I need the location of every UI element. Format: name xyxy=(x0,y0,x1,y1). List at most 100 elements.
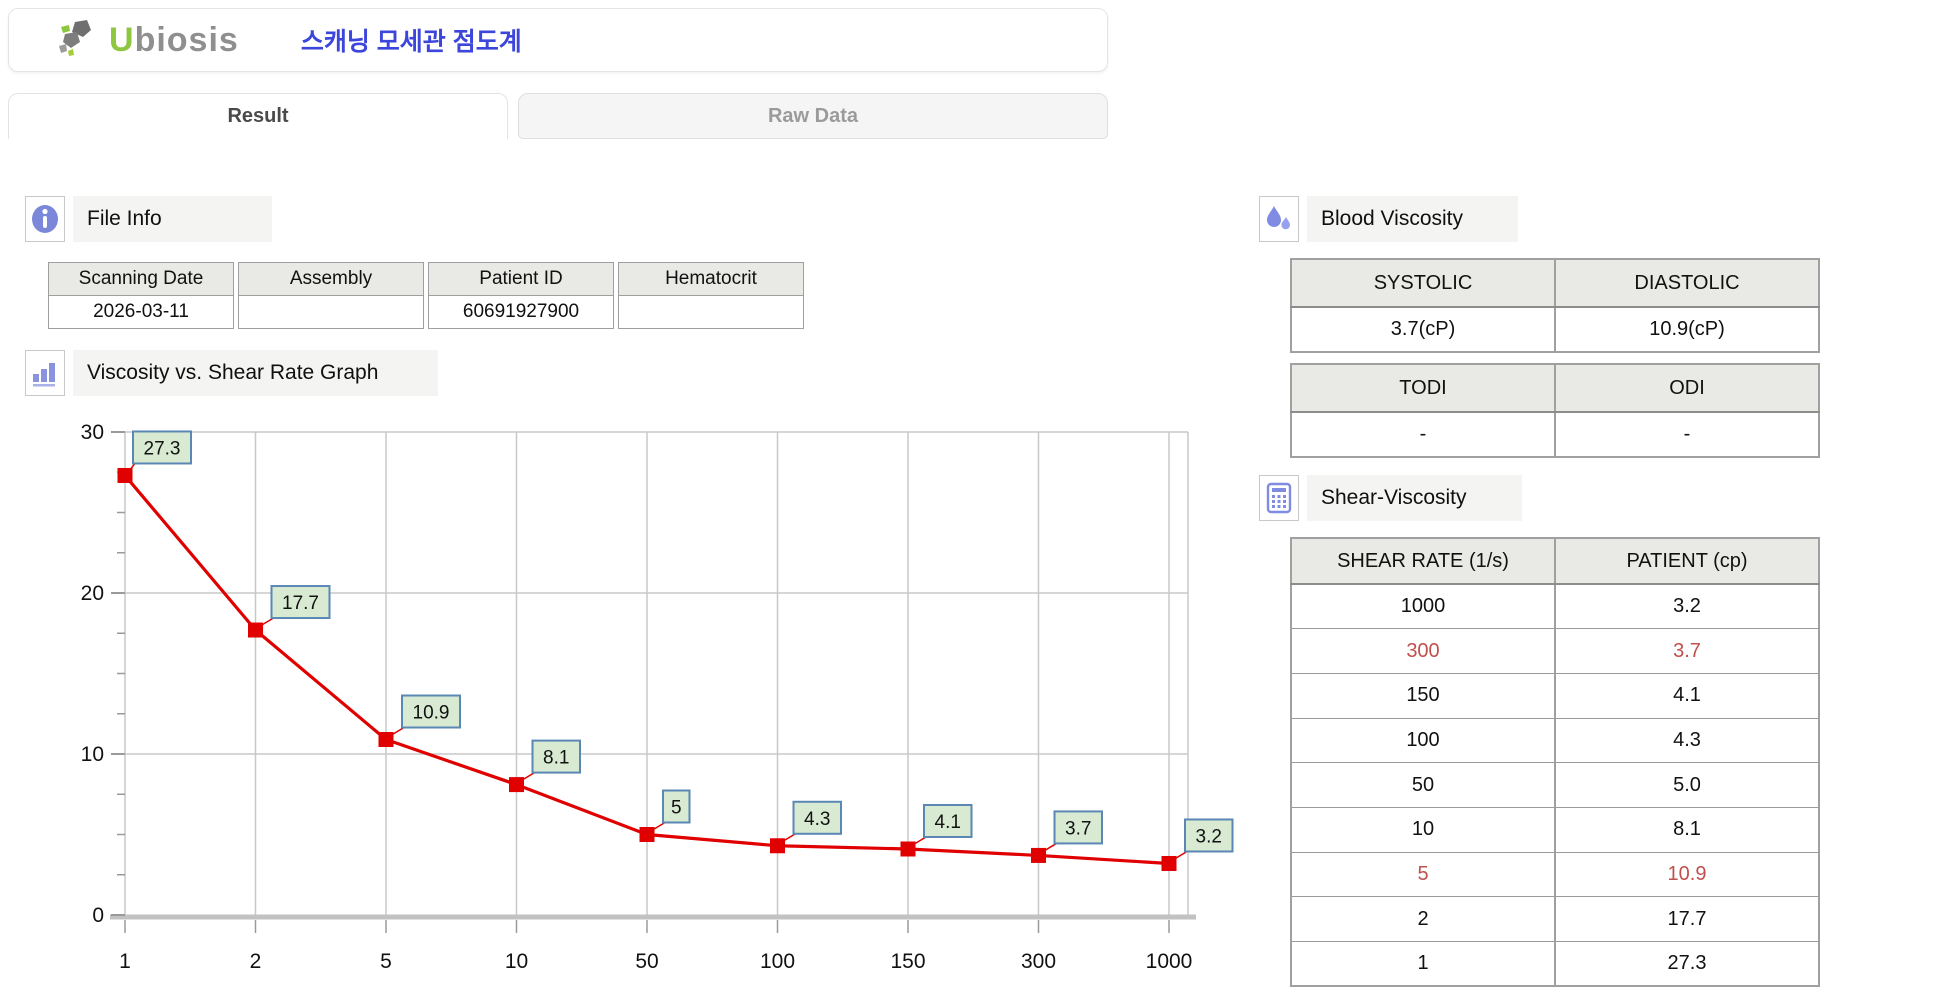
shear-rate-cell: 1 xyxy=(1291,941,1556,987)
file-info-field-label: Patient ID xyxy=(429,263,613,296)
odi-header: ODI xyxy=(1555,364,1819,413)
file-info-section-title: File Info xyxy=(25,196,272,242)
data-label-text: 3.2 xyxy=(1196,826,1222,847)
x-axis-tick-label: 5 xyxy=(380,950,392,973)
file-info-box-assembly: Assembly xyxy=(238,262,424,329)
file-info-field-value: 2026-03-11 xyxy=(93,301,189,322)
blood-viscosity-table: SYSTOLIC DIASTOLIC 3.7(cP) 10.9(cP) xyxy=(1290,258,1820,353)
data-label-box xyxy=(792,800,842,835)
shear-viscosity-row: 5 10.9 xyxy=(1291,852,1819,898)
shear-rate-cell: 300 xyxy=(1291,628,1556,674)
calculator-icon xyxy=(1259,475,1299,521)
shear-rate-cell: 1000 xyxy=(1291,584,1556,630)
shear-rate-cell: 10 xyxy=(1291,807,1556,853)
data-label-text: 4.1 xyxy=(935,812,961,833)
shear-viscosity-row: 10 8.1 xyxy=(1291,807,1819,853)
shear-rate-header: SHEAR RATE (1/s) xyxy=(1291,538,1556,585)
header-bar: Ubiosis 스캐닝 모세관 점도계 xyxy=(8,8,1108,72)
data-label-text: 4.3 xyxy=(804,809,830,830)
data-label-box xyxy=(1053,810,1103,845)
patient-viscosity-cell: 3.7 xyxy=(1555,628,1819,674)
x-axis-tick-label: 300 xyxy=(1021,950,1056,973)
blood-viscosity-title: Blood Viscosity xyxy=(1307,196,1519,242)
file-info-box-patient-id: Patient ID 60691927900 xyxy=(428,262,614,329)
data-label-box xyxy=(662,789,691,824)
data-label-text: 17.7 xyxy=(282,593,319,614)
x-axis-tick-label: 10 xyxy=(505,950,528,973)
data-point-marker xyxy=(248,622,263,638)
file-info-field-value xyxy=(619,296,803,328)
droplets-icon xyxy=(1259,196,1299,242)
patient-viscosity-cell: 17.7 xyxy=(1555,896,1819,942)
data-label-box xyxy=(132,430,192,465)
patient-header: PATIENT (cp) xyxy=(1555,538,1819,585)
ubiosis-logo: Ubiosis xyxy=(57,18,239,62)
y-axis-tick-label: 10 xyxy=(81,743,104,766)
todi-header: TODI xyxy=(1291,364,1556,413)
data-point-marker xyxy=(770,838,785,854)
graph-section-title: Viscosity vs. Shear Rate Graph xyxy=(25,350,439,396)
file-info-field-value: 60691927900 xyxy=(462,301,580,322)
shear-viscosity-title: Shear-Viscosity xyxy=(1307,475,1522,521)
todi-value: - xyxy=(1291,412,1556,457)
file-info-title: File Info xyxy=(73,196,272,242)
patient-viscosity-cell: 4.3 xyxy=(1555,718,1819,764)
shear-viscosity-row: 1000 3.2 xyxy=(1291,584,1819,630)
data-point-marker xyxy=(1031,847,1046,863)
shear-rate-cell: 150 xyxy=(1291,673,1556,719)
ubiosis-logo-icon xyxy=(59,20,91,56)
data-point-marker xyxy=(1161,855,1177,871)
patient-viscosity-cell: 8.1 xyxy=(1555,807,1819,853)
shear-rate-cell: 100 xyxy=(1291,718,1556,764)
data-label-box xyxy=(531,739,581,774)
data-label-text: 8.1 xyxy=(543,748,569,769)
diastolic-value: 10.9(cP) xyxy=(1649,318,1725,340)
tab-raw-data[interactable]: Raw Data xyxy=(518,93,1108,139)
diastolic-header: DIASTOLIC xyxy=(1555,259,1819,308)
patient-viscosity-cell: 4.1 xyxy=(1555,673,1819,719)
shear-viscosity-row: 300 3.7 xyxy=(1291,628,1819,674)
x-axis-tick-label: 150 xyxy=(890,950,925,973)
data-label-text: 3.7 xyxy=(1065,818,1091,839)
data-point-marker xyxy=(900,841,916,857)
file-info-field-label: Assembly xyxy=(239,263,423,296)
shear-viscosity-section-title: Shear-Viscosity xyxy=(1259,475,1522,521)
patient-viscosity-cell: 3.2 xyxy=(1555,584,1819,630)
bar-chart-icon xyxy=(25,350,65,396)
x-axis-tick-label: 50 xyxy=(635,950,658,973)
data-label-box xyxy=(1184,818,1234,853)
x-axis-tick-label: 1000 xyxy=(1146,950,1193,973)
shear-viscosity-row: 50 5.0 xyxy=(1291,762,1819,808)
shear-viscosity-row: 1 27.3 xyxy=(1291,941,1819,987)
patient-viscosity-cell: 27.3 xyxy=(1667,952,1707,975)
y-axis-tick-label: 20 xyxy=(81,582,104,605)
file-info-field-label: Hematocrit xyxy=(619,263,803,296)
file-info-box-scanning-date: Scanning Date 2026-03-11 xyxy=(48,262,234,329)
graph-title: Viscosity vs. Shear Rate Graph xyxy=(73,350,439,396)
systolic-value: 3.7(cP) xyxy=(1291,307,1556,352)
shear-viscosity-row: 150 4.1 xyxy=(1291,673,1819,719)
info-icon xyxy=(25,196,65,242)
tab-result[interactable]: Result xyxy=(8,93,508,139)
shear-rate-cell: 50 xyxy=(1291,762,1556,808)
y-axis-tick-label: 0 xyxy=(92,904,104,927)
patient-viscosity-cell: 5.0 xyxy=(1555,762,1819,808)
todi-odi-table: TODI ODI - - xyxy=(1290,363,1820,458)
ubiosis-logo-text: Ubiosis xyxy=(109,20,239,59)
patient-viscosity-cell: 10.9 xyxy=(1555,852,1819,898)
data-point-marker xyxy=(378,732,394,748)
app-title-korean: 스캐닝 모세관 점도계 xyxy=(300,28,522,56)
shear-viscosity-row: 100 4.3 xyxy=(1291,718,1819,764)
data-label-text: 27.3 xyxy=(144,438,181,459)
shear-rate-cell: 2 xyxy=(1291,896,1556,942)
shear-viscosity-table: SHEAR RATE (1/s) PATIENT (cp) 1000 3.2 300… xyxy=(1290,537,1820,988)
data-point-marker xyxy=(639,827,655,842)
viscosity-shear-rate-chart: 0 10 20 30 1 2 5 10 50 100 150 300 1000 27.3 17.7 10.9 8… xyxy=(81,421,1234,973)
y-axis-tick-label: 30 xyxy=(81,421,104,444)
shear-viscosity-row: 2 17.7 xyxy=(1291,896,1819,942)
file-info-box-hematocrit: Hematocrit xyxy=(618,262,804,329)
odi-value: - xyxy=(1683,423,1691,445)
data-point-marker xyxy=(509,777,524,793)
data-label-box xyxy=(270,585,331,620)
blood-viscosity-section-title: Blood Viscosity xyxy=(1259,196,1519,242)
